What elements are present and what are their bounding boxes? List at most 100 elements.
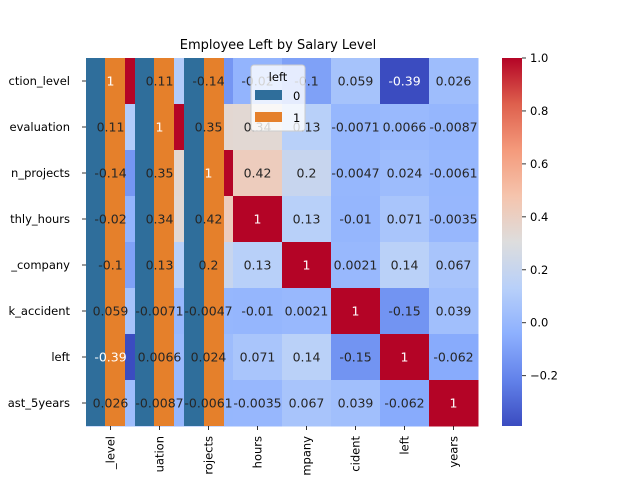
cell-annotation: 0.059 — [93, 304, 129, 319]
y-axis-ticks: ction_level evaluation n_projects thly_hour… — [8, 74, 86, 410]
cell-annotation: 0.039 — [338, 396, 374, 411]
cell-annotation: 0.11 — [97, 120, 125, 135]
cell-annotation: 0.42 — [195, 212, 223, 227]
heatmap-cell — [429, 288, 479, 335]
cell-annotation: 0.11 — [146, 74, 174, 89]
heatmap-cell — [233, 334, 283, 381]
x-tick-label: years — [447, 436, 461, 468]
heatmap-cell — [233, 150, 283, 197]
heatmap-cell — [380, 150, 430, 197]
cell-annotation: 0.35 — [195, 120, 223, 135]
overlay-bars — [86, 58, 224, 426]
cell-annotation: 0.14 — [293, 350, 321, 365]
heatmap-cell — [380, 104, 430, 151]
heatmap-cell — [282, 288, 332, 335]
heatmap-cell — [331, 380, 381, 427]
cell-annotation: 0.13 — [244, 258, 272, 273]
heatmap-cell — [380, 380, 430, 427]
y-tick-label: left — [51, 350, 70, 364]
cell-annotation: -0.0061 — [184, 396, 232, 411]
heatmap-cell — [380, 58, 430, 105]
cell-annotation: 1 — [205, 166, 213, 181]
legend-title: left — [269, 70, 288, 84]
colorbar-tick-label: 1.0 — [530, 51, 548, 65]
y-tick-label: ction_level — [9, 74, 70, 88]
cell-annotation: 1 — [107, 74, 115, 89]
cell-annotation: 0.039 — [436, 304, 472, 319]
y-tick-label: _company — [10, 258, 70, 272]
legend[interactable]: left 0 1 — [250, 64, 306, 132]
cell-annotation: 0.0021 — [285, 304, 329, 319]
cell-annotation: 0.14 — [391, 258, 419, 273]
heatmap-cell — [429, 196, 479, 243]
heatmap-cell — [429, 380, 479, 427]
overlay-bar-1 — [204, 58, 224, 426]
cell-annotation: 0.067 — [436, 258, 472, 273]
cell-annotation: -0.0087 — [135, 396, 183, 411]
heatmap-cell — [233, 288, 283, 335]
cell-annotation: 0.42 — [244, 166, 272, 181]
y-tick-label: n_projects — [11, 166, 70, 180]
x-tick-label: hours — [251, 436, 265, 468]
cell-annotation: -0.01 — [339, 212, 371, 227]
y-tick-label: evaluation — [10, 120, 71, 134]
legend-label-1: 1 — [293, 111, 300, 125]
cell-annotation: -0.0047 — [331, 166, 379, 181]
heatmap-cell — [282, 380, 332, 427]
overlay-bar-0 — [184, 58, 204, 426]
cell-annotation: 0.067 — [289, 396, 325, 411]
x-tick-label: _level — [104, 436, 118, 470]
heatmap-cell — [331, 334, 381, 381]
cell-annotation: -0.14 — [192, 74, 224, 89]
cell-annotation: 0.34 — [146, 212, 174, 227]
heatmap-cell — [282, 242, 332, 289]
cell-annotation: -0.39 — [388, 74, 420, 89]
cell-annotation: 1 — [450, 396, 458, 411]
cell-annotation: -0.14 — [94, 166, 126, 181]
heatmap-cell — [380, 288, 430, 335]
cell-annotation: 0.071 — [240, 350, 276, 365]
cell-annotation: 0.13 — [146, 258, 174, 273]
cell-annotation: -0.0071 — [331, 120, 379, 135]
cell-annotation: -0.15 — [388, 304, 420, 319]
heatmap-cell — [429, 334, 479, 381]
cell-annotation: -0.15 — [339, 350, 371, 365]
cell-annotation: -0.0071 — [135, 304, 183, 319]
cell-annotation: -0.0087 — [429, 120, 477, 135]
heatmap-cell — [429, 150, 479, 197]
legend-swatch-1 — [255, 112, 282, 122]
y-tick-label: k_accident — [9, 304, 71, 318]
colorbar-tick-label: 0.8 — [530, 104, 548, 118]
cell-annotation: 0.0066 — [383, 120, 427, 135]
cell-annotation: 0.071 — [387, 212, 423, 227]
heatmap-cell — [429, 58, 479, 105]
cell-annotation: -0.01 — [241, 304, 273, 319]
heatmap-cell — [380, 334, 430, 381]
cell-annotation: 1 — [156, 120, 164, 135]
cell-annotation: -0.0047 — [184, 304, 232, 319]
y-tick-label: thly_hours — [10, 212, 70, 226]
cell-annotation: -0.062 — [384, 396, 424, 411]
heatmap-cell — [331, 58, 381, 105]
colorbar: 1.0 0.8 0.6 0.4 0.2 0.0 −0.2 — [502, 51, 558, 426]
overlay-bar-0 — [135, 58, 155, 426]
cell-annotation: 0.35 — [146, 166, 174, 181]
heatmap-cell — [331, 288, 381, 335]
cell-annotation: 1 — [352, 304, 360, 319]
colorbar-tick-label: 0.4 — [530, 210, 548, 224]
heatmap-cell — [282, 334, 332, 381]
cell-annotation: 1 — [254, 212, 262, 227]
cell-annotation: 0.2 — [199, 258, 219, 273]
cell-annotation: 0.2 — [297, 166, 317, 181]
y-tick-label: ast_5years — [8, 396, 70, 410]
colorbar-tick-label: 0.6 — [530, 157, 548, 171]
cell-annotation: 0.13 — [293, 212, 321, 227]
overlay-bar-1 — [105, 58, 125, 426]
heatmap-cell — [331, 196, 381, 243]
cell-annotation: 0.059 — [338, 74, 374, 89]
x-tick-label: mpany — [300, 436, 314, 476]
colorbar-gradient — [502, 58, 522, 426]
x-tick-label: uation — [153, 436, 167, 472]
x-tick-label: left — [398, 436, 412, 455]
cell-annotation: 1 — [303, 258, 311, 273]
